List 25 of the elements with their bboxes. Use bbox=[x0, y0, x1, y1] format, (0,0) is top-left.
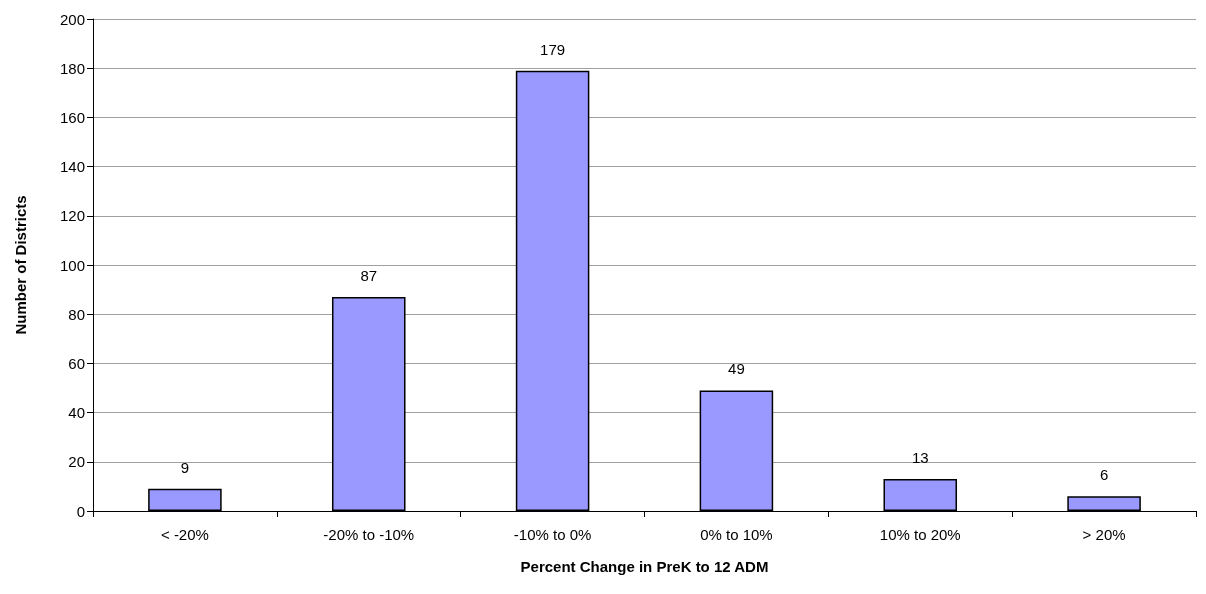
y-tick-label: 100 bbox=[59, 256, 85, 274]
data-label: 6 bbox=[1099, 466, 1109, 484]
y-tick-label: 60 bbox=[68, 354, 85, 372]
data-label: 179 bbox=[540, 40, 566, 58]
y-tick-label: 120 bbox=[59, 207, 85, 225]
y-tick-label: 160 bbox=[59, 108, 85, 126]
x-axis-title: Percent Change in PreK to 12 ADM bbox=[520, 558, 769, 575]
x-tick-label: -20% to -10% bbox=[323, 526, 415, 543]
x-tick-label: < -20% bbox=[160, 526, 209, 543]
data-label: 87 bbox=[360, 266, 378, 284]
y-tick-label: 20 bbox=[68, 453, 85, 471]
y-axis-title: Number of Districts bbox=[12, 195, 29, 335]
y-tick-label: 140 bbox=[59, 158, 85, 176]
y-tick-label: 200 bbox=[59, 10, 85, 28]
data-label: 13 bbox=[911, 449, 929, 467]
x-tick-label: -10% to 0% bbox=[513, 526, 592, 543]
y-tick-label: 180 bbox=[59, 59, 85, 77]
x-tick-label: 0% to 10% bbox=[700, 526, 773, 543]
y-tick-label: 40 bbox=[68, 404, 85, 422]
x-tick-label: > 20% bbox=[1082, 526, 1126, 543]
y-tick-label: 0 bbox=[76, 502, 85, 520]
x-tick-label: 10% to 20% bbox=[879, 526, 961, 543]
data-label: 9 bbox=[180, 458, 190, 476]
data-label: 49 bbox=[728, 360, 745, 378]
y-tick-label: 80 bbox=[68, 305, 85, 323]
